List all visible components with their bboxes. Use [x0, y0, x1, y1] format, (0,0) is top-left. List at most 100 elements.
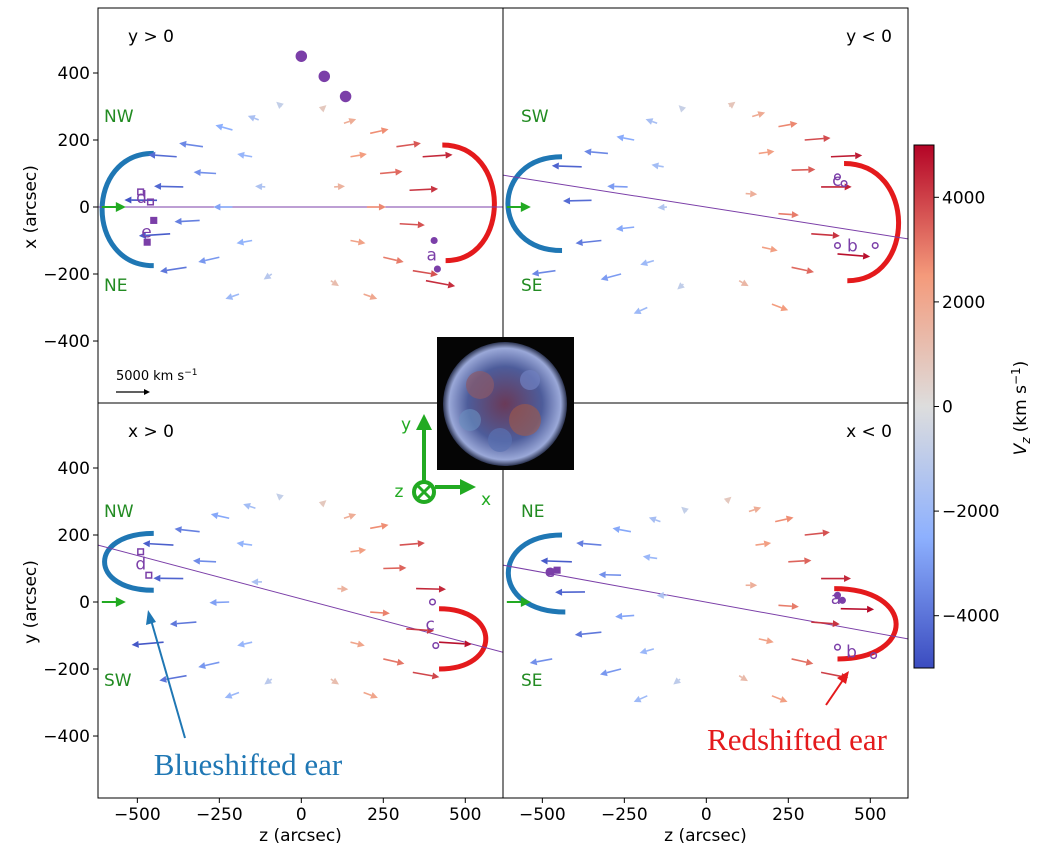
arrow-shaft — [413, 672, 433, 676]
y-tick-label: −200 — [43, 265, 90, 285]
marker-label: a — [831, 589, 841, 609]
plot-area — [98, 493, 503, 698]
arrow-head — [348, 118, 356, 125]
velocity-arrow — [615, 613, 634, 620]
arrow-shaft — [155, 155, 177, 157]
red-ear — [439, 609, 486, 669]
velocity-arrow — [759, 637, 774, 644]
marker — [435, 266, 441, 272]
arrow-head — [563, 197, 570, 204]
arrow-head — [338, 183, 345, 190]
marker-label: d — [135, 554, 146, 574]
velocity-arrow — [344, 118, 356, 125]
velocity-arrow — [749, 506, 761, 513]
arrow-shaft — [805, 139, 824, 140]
velocity-arrow — [601, 274, 621, 281]
velocity-arrow — [331, 678, 339, 685]
velocity-arrow — [264, 273, 272, 280]
velocity-arrow — [792, 166, 816, 173]
velocity-arrow — [211, 512, 229, 519]
velocity-arrow — [616, 134, 634, 141]
arrow-shaft — [181, 220, 199, 221]
arrow-shaft — [161, 186, 183, 187]
x-tick-label: −500 — [519, 805, 566, 825]
velocity-arrow — [367, 204, 386, 211]
velocity-arrow — [236, 540, 252, 547]
velocity-arrow — [821, 575, 851, 582]
marker — [146, 572, 152, 578]
velocity-arrow — [728, 102, 736, 109]
arrow-shaft — [841, 609, 867, 610]
velocity-arrow — [651, 162, 663, 169]
velocity-arrow — [772, 696, 788, 703]
velocity-arrow — [276, 493, 284, 500]
arrow-head — [530, 658, 538, 665]
velocity-arrow — [677, 282, 685, 289]
velocity-arrow — [649, 517, 661, 524]
arrow-shaft — [778, 605, 791, 606]
velocity-arrow — [600, 669, 621, 676]
arrow-shaft — [201, 173, 216, 174]
velocity-arrow — [225, 692, 239, 699]
y-tick-label: 200 — [58, 131, 90, 151]
velocity-arrow — [607, 183, 627, 190]
arrow-shaft — [232, 294, 239, 296]
marker — [554, 567, 560, 573]
velocity-arrow — [237, 152, 252, 159]
arrow-head — [616, 134, 624, 141]
arrow-head — [616, 225, 623, 232]
arrow-head — [792, 211, 799, 218]
arrow-shaft — [270, 679, 272, 680]
marker-label: e — [545, 562, 555, 582]
arrow-shaft — [167, 267, 187, 270]
velocity-arrow — [584, 148, 608, 155]
arrow-shaft — [244, 642, 252, 644]
velocity-arrow — [174, 218, 199, 225]
arrow-head — [159, 676, 166, 683]
velocity-arrow — [276, 102, 284, 109]
velocity-arrow — [599, 571, 621, 578]
observer-arrow-head — [116, 202, 126, 212]
arrow-head — [867, 606, 874, 613]
arrow-shaft — [351, 155, 360, 157]
arrow-shaft — [269, 274, 271, 276]
arrow-shaft — [331, 679, 333, 681]
arrow-head — [251, 578, 258, 585]
velocity-arrow — [370, 609, 390, 616]
plot-area — [503, 102, 908, 314]
observer-arrow-head — [116, 597, 126, 607]
velocity-arrow — [331, 279, 339, 286]
arrow-shaft — [831, 156, 855, 157]
marker — [319, 71, 329, 81]
arrow-shaft — [792, 267, 808, 270]
marker — [151, 218, 157, 224]
arrow-head — [418, 221, 425, 228]
velocity-arrow — [364, 692, 378, 699]
velocity-arrow — [351, 641, 365, 648]
arrow-shaft — [205, 662, 219, 665]
arrow-head — [264, 678, 272, 685]
plot-area — [503, 497, 908, 703]
velocity-arrow — [563, 197, 592, 204]
arrow-shaft — [413, 271, 431, 274]
arrow-head — [160, 267, 167, 274]
arrow-head — [319, 105, 327, 112]
velocity-arrow — [243, 503, 255, 510]
arrow-shaft — [244, 155, 252, 156]
arrow-head — [359, 547, 366, 554]
arrow-shaft — [772, 304, 782, 308]
arrow-head — [381, 523, 389, 530]
velocity-arrow — [657, 204, 667, 211]
arrow-head — [383, 609, 390, 616]
arrow-shaft — [778, 124, 790, 126]
arrow-shaft — [788, 561, 804, 562]
arrow-shaft — [646, 649, 654, 651]
velocity-arrow — [673, 677, 681, 684]
velocity-arrow — [383, 565, 406, 572]
region-label: NE — [521, 502, 544, 522]
marker-label: d — [136, 188, 147, 208]
arrow-shaft — [537, 659, 553, 662]
arrow-shaft — [655, 520, 660, 522]
arrow-head — [646, 118, 654, 125]
region-label: NW — [104, 107, 134, 127]
